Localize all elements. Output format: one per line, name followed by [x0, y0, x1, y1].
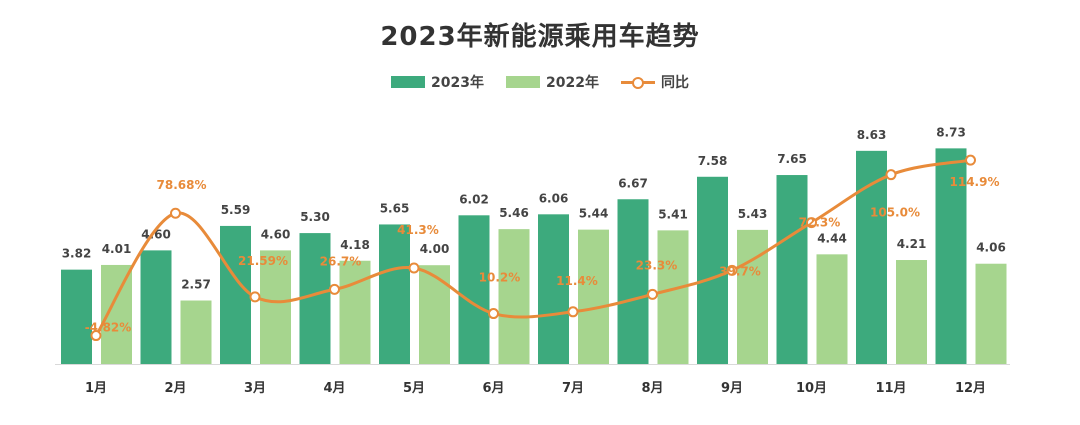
yoy-label: 26.7% [320, 254, 362, 268]
bar-label-2023: 7.58 [698, 154, 728, 168]
x-tick-label: 9月 [721, 381, 743, 396]
bar-2022 [896, 260, 927, 364]
bar-2022 [816, 254, 848, 364]
x-tick-label: 10月 [796, 381, 827, 396]
bar-label-2023: 8.73 [936, 125, 966, 139]
yoy-label: 23.3% [636, 258, 678, 272]
bar-2023 [856, 150, 887, 364]
yoy-point [249, 291, 261, 303]
yoy-point [806, 217, 817, 229]
bar-label-2023: 3.82 [62, 247, 92, 261]
legend: 2023年 2022年 同比 [0, 72, 1080, 92]
bar-2022 [260, 250, 291, 364]
bar-2022 [737, 229, 768, 364]
bar-2022 [657, 230, 689, 364]
bar-label-2023: 6.02 [459, 192, 489, 206]
bar-label-2022: 4.21 [897, 237, 927, 251]
yoy-label: 10.2% [479, 271, 521, 285]
bar-2023 [935, 148, 967, 364]
yoy-label: 21.59% [238, 254, 288, 268]
yoy-label: 41.3% [397, 223, 439, 237]
bar-label-2023: 8.63 [857, 128, 887, 142]
bar-label-2022: 4.44 [817, 231, 847, 245]
bar-label-2022: 4.00 [420, 242, 450, 256]
bar-2022 [180, 300, 212, 364]
x-tick-label: 1月 [85, 381, 107, 396]
bar-label-2022: 5.44 [579, 207, 609, 221]
legend-item-yoy: 同比 [620, 72, 689, 92]
bar-2023 [617, 199, 649, 364]
x-tick-label: 2月 [164, 381, 186, 396]
bar-2022 [419, 265, 450, 364]
legend-label-yoy: 同比 [660, 75, 689, 91]
yoy-label: 78.68% [157, 178, 207, 192]
bar-label-2022: 5.43 [738, 207, 768, 221]
bar-2022 [578, 229, 609, 364]
legend-label-2023: 2023年 [431, 75, 484, 91]
yoy-label: -4.82% [85, 321, 132, 335]
bar-2023 [697, 176, 728, 364]
x-tick-label: 11月 [875, 381, 906, 396]
yoy-label: 39.7% [719, 264, 761, 278]
x-tick-label: 3月 [244, 381, 266, 396]
bar-label-2022: 5.46 [499, 206, 529, 220]
x-tick-label: 4月 [323, 381, 345, 396]
legend-swatch-2023 [391, 76, 426, 88]
x-tick-label: 12月 [955, 381, 986, 396]
legend-swatch-2022 [506, 76, 540, 88]
bar-2022 [339, 260, 371, 364]
yoy-point [726, 264, 738, 276]
bar-label-2022: 5.41 [658, 207, 688, 221]
legend-label-2022: 2022年 [546, 75, 599, 91]
bar-label-2022: 4.06 [976, 241, 1006, 255]
bar-2023 [220, 225, 251, 364]
bar-label-2023: 5.30 [300, 210, 330, 224]
bar-2023 [379, 224, 410, 364]
yoy-point [885, 169, 897, 181]
bar-label-2022: 4.01 [102, 242, 132, 256]
bar-2023 [776, 175, 808, 364]
bar-label-2022: 2.57 [181, 278, 211, 292]
yoy-point [90, 330, 102, 342]
yoy-label: 105.0% [870, 206, 920, 220]
yoy-point [488, 308, 499, 320]
bar-label-2022: 4.60 [261, 227, 291, 241]
legend-item-2022: 2022年 [506, 72, 599, 92]
bar-2023 [538, 214, 569, 364]
bar-label-2023: 5.65 [380, 201, 410, 215]
bar-label-2023: 5.59 [221, 203, 251, 217]
yoy-point [647, 288, 658, 300]
x-tick-label: 7月 [562, 381, 584, 396]
x-tick-label: 6月 [482, 381, 504, 396]
yoy-label: 11.4% [556, 274, 598, 288]
yoy-label: 72.3% [799, 216, 841, 230]
bar-2022 [975, 263, 1007, 364]
chart-title: 2023年新能源乘用车趋势 [380, 22, 700, 52]
bar-label-2022: 4.18 [340, 238, 370, 252]
x-tick-label: 5月 [403, 381, 425, 396]
yoy-point [965, 154, 976, 166]
yoy-point [408, 262, 420, 274]
yoy-point [567, 306, 579, 318]
x-tick-label: 8月 [641, 381, 663, 396]
bar-label-2023: 6.67 [618, 176, 648, 190]
bar-2022 [498, 229, 530, 364]
bar-2022 [101, 264, 132, 364]
bar-2023 [61, 269, 92, 364]
yoy-point [170, 207, 181, 219]
yoy-label: 114.9% [950, 175, 1000, 189]
bar-2023 [458, 215, 490, 364]
legend-item-2023: 2023年 [391, 72, 484, 92]
legend-swatch-yoy [620, 76, 655, 89]
yoy-point [329, 283, 340, 295]
bar-2023 [140, 250, 172, 364]
bar-label-2023: 6.06 [539, 191, 569, 205]
bar-label-2023: 7.65 [777, 152, 807, 166]
